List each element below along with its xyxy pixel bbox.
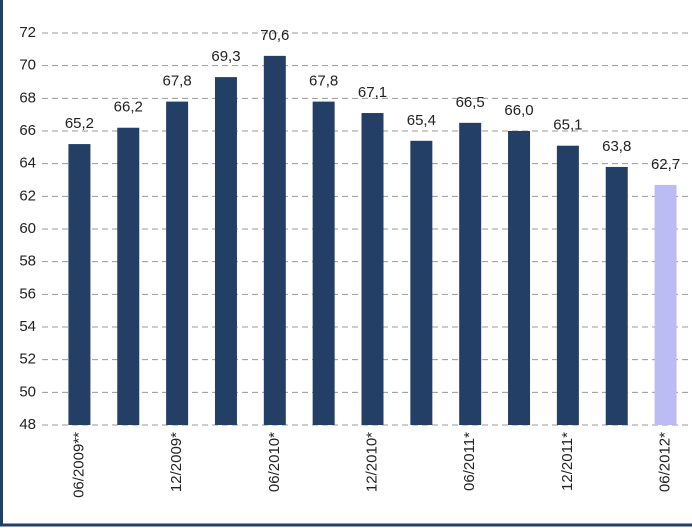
x-tick-label: 12/2011* [559,432,576,491]
value-label: 65,1 [553,117,582,134]
bar [459,122,482,425]
bar [263,55,286,425]
y-tick-label: 68 [19,89,36,106]
y-tick-label: 64 [19,155,36,172]
bar [312,101,335,425]
y-tick-label: 62 [19,187,36,204]
value-label: 66,2 [114,99,143,116]
x-tick-label: 12/2010* [363,432,380,492]
x-tick-label: 06/2010* [266,432,283,492]
value-label: 65,2 [65,115,94,132]
value-label: 62,7 [651,156,680,173]
value-label: 69,3 [211,48,240,65]
bar [508,131,531,425]
y-tick-label: 56 [19,285,36,302]
x-tick-label: 12/2009* [168,432,185,492]
bar [410,140,433,426]
bar [166,101,189,425]
bar [556,145,579,425]
y-tick-label: 58 [19,253,36,270]
value-label: 67,8 [309,73,338,90]
bar [214,77,237,425]
value-label: 66,0 [504,102,533,119]
value-label: 63,8 [602,138,631,155]
y-tick-label: 48 [19,416,36,433]
y-tick-label: 52 [19,351,36,368]
bar [654,184,677,425]
value-label: 67,1 [358,84,387,101]
bar [117,127,140,425]
bar [68,144,91,426]
x-tick-label: 06/2012* [657,432,674,492]
bar [361,113,384,426]
y-tick-label: 66 [19,122,36,139]
y-tick-label: 72 [19,24,36,41]
x-tick-label: 06/2009** [70,432,87,498]
value-label: 66,5 [456,94,485,111]
y-tick-label: 54 [19,318,36,335]
y-tick-label: 50 [19,383,36,400]
x-tick-label: 06/2011* [461,432,478,491]
value-label: 70,6 [260,27,289,44]
value-label: 65,4 [407,112,436,129]
y-tick-label: 60 [19,220,36,237]
bar [605,166,628,425]
value-label: 67,8 [163,73,192,90]
y-tick-label: 70 [19,57,36,74]
